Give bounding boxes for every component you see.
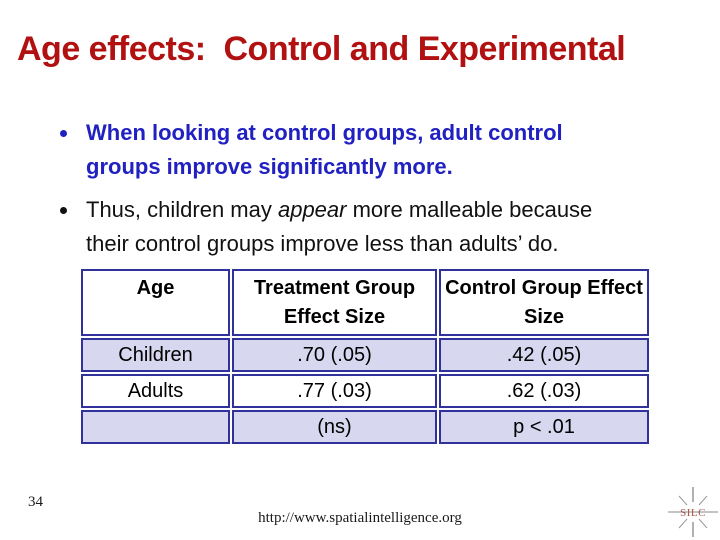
bullet-line: When looking at control groups, adult co… <box>86 120 563 145</box>
col-header-control-effect: Control Group Effect Size <box>439 269 649 336</box>
bullet-marker-icon <box>60 207 67 214</box>
slide-title: Age effects: Control and Experimental <box>17 30 626 68</box>
bullet-line: Thus, children may appear more malleable… <box>86 193 592 227</box>
cell-treatment-significance: (ns) <box>232 410 437 444</box>
bullet-text: Thus, children may appear more malleable… <box>86 193 592 261</box>
bullet-segment: Thus, children may <box>86 197 278 222</box>
bullet-text: When looking at control groups, adult co… <box>86 116 563 184</box>
cell-age: Children <box>81 338 230 372</box>
page-number: 34 <box>28 494 43 510</box>
results-table: Age Treatment Group Effect Size Control … <box>79 267 651 446</box>
bullet-segment-italic: appear <box>277 197 347 222</box>
bullet-list: When looking at control groups, adult co… <box>58 116 638 270</box>
starburst-icon: SILC <box>668 487 718 537</box>
cell-age: Adults <box>81 374 230 408</box>
cell-control-effect: .42 (.05) <box>439 338 649 372</box>
cell-treatment-effect: .77 (.03) <box>232 374 437 408</box>
bullet-line: groups improve significantly more. <box>86 154 453 179</box>
cell-control-significance: p < .01 <box>439 410 649 444</box>
bullet-marker-icon <box>60 130 67 137</box>
cell-control-effect: .62 (.03) <box>439 374 649 408</box>
table-row-adults: Adults .77 (.03) .62 (.03) <box>81 374 649 408</box>
logo-text: SILC <box>680 507 706 519</box>
table-row-significance: (ns) p < .01 <box>81 410 649 444</box>
col-header-treatment-effect: Treatment Group Effect Size <box>232 269 437 336</box>
silc-logo: SILC <box>668 483 718 539</box>
bullet-item: When looking at control groups, adult co… <box>58 116 638 184</box>
cell-treatment-effect: .70 (.05) <box>232 338 437 372</box>
cell-age <box>81 410 230 444</box>
table-row-children: Children .70 (.05) .42 (.05) <box>81 338 649 372</box>
results-table-container: Age Treatment Group Effect Size Control … <box>79 267 651 446</box>
bullet-line: their control groups improve less than a… <box>86 231 559 256</box>
bullet-segment: more malleable because <box>346 197 593 222</box>
table-header-row: Age Treatment Group Effect Size Control … <box>81 269 649 336</box>
col-header-age: Age <box>81 269 230 336</box>
bullet-item: Thus, children may appear more malleable… <box>58 193 638 261</box>
footer-url: http://www.spatialintelligence.org <box>258 510 462 526</box>
